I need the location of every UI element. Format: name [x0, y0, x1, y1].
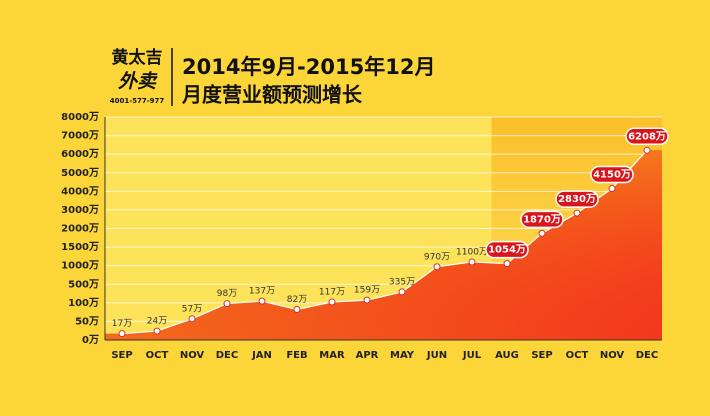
y-tick-label: 1500万 [61, 241, 99, 253]
point [153, 327, 161, 335]
x-tick-label: JAN [251, 350, 272, 361]
x-tick-label: OCT [566, 350, 589, 361]
value-label: 6208万 [628, 130, 666, 142]
value-label: 1870万 [523, 213, 561, 225]
value-label-bg [625, 127, 669, 146]
point [188, 315, 196, 323]
x-tick-label: NOV [600, 350, 625, 361]
point [538, 229, 546, 237]
x-tick-label: NOV [180, 350, 205, 361]
x-tick-label: SEP [111, 350, 132, 361]
point [643, 146, 651, 154]
y-tick-label: 100万 [68, 297, 99, 309]
value-label: 1100万 [456, 247, 488, 257]
y-tick-label: 2000万 [61, 223, 99, 235]
value-label: 137万 [249, 287, 275, 297]
value-label: 117万 [319, 288, 345, 298]
x-tick-label: MAY [390, 350, 415, 361]
y-tick-label: 500万 [68, 278, 99, 290]
value-label: 57万 [182, 304, 202, 314]
x-tick-label: APR [356, 350, 379, 361]
logo-brand: 外卖 [117, 71, 158, 93]
y-tick-label: 0万 [82, 334, 99, 346]
x-tick-label: MAR [319, 350, 345, 361]
value-label: 98万 [217, 289, 237, 299]
x-tick-label: SEP [531, 350, 552, 361]
y-tick-label: 50万 [75, 315, 99, 327]
value-label-bg [590, 165, 634, 184]
logo-phone: 4001-577-977 [110, 97, 165, 105]
value-label: 24万 [147, 317, 167, 327]
y-tick-label: 1000万 [61, 260, 99, 272]
y-tick-label: 6000万 [61, 148, 99, 160]
x-tick-label: AUG [495, 350, 519, 361]
y-tick-label: 8000万 [61, 111, 99, 123]
point [293, 306, 301, 314]
value-label: 970万 [424, 252, 450, 262]
y-tick-label: 5000万 [61, 167, 99, 179]
value-label: 2830万 [558, 193, 596, 205]
value-label: 17万 [112, 319, 132, 329]
point [503, 260, 511, 268]
value-label-bg [555, 190, 599, 208]
value-label: 335万 [389, 277, 415, 287]
chart-title: 2014年9月-2015年12月 [182, 55, 435, 79]
x-tick-label: DEC [636, 350, 658, 361]
value-label-bg [520, 210, 564, 229]
x-tick-label: DEC [216, 350, 238, 361]
y-tick-label: 4000万 [61, 185, 99, 197]
point [608, 185, 616, 193]
x-tick-label: FEB [286, 350, 307, 361]
point [398, 288, 406, 296]
value-label-bg [485, 240, 529, 259]
point [433, 263, 441, 271]
point [573, 209, 581, 217]
point [363, 296, 371, 304]
value-label: 1054万 [488, 244, 526, 256]
value-label: 82万 [287, 295, 307, 305]
x-tick-label: OCT [146, 350, 169, 361]
logo-name: 黄太吉 [112, 47, 163, 68]
x-tick-label: JUN [426, 350, 447, 361]
x-tick-label: JUL [462, 350, 482, 361]
point [223, 300, 231, 308]
point [328, 298, 336, 306]
value-label: 159万 [354, 286, 380, 296]
y-tick-label: 3000万 [61, 204, 99, 216]
area-shade [105, 150, 662, 340]
y-tick-label: 7000万 [61, 130, 99, 142]
point [468, 258, 476, 266]
chart-subtitle: 月度营业额预测增长 [181, 83, 363, 107]
point [258, 297, 266, 305]
value-label: 4150万 [593, 169, 631, 181]
point [118, 330, 126, 338]
